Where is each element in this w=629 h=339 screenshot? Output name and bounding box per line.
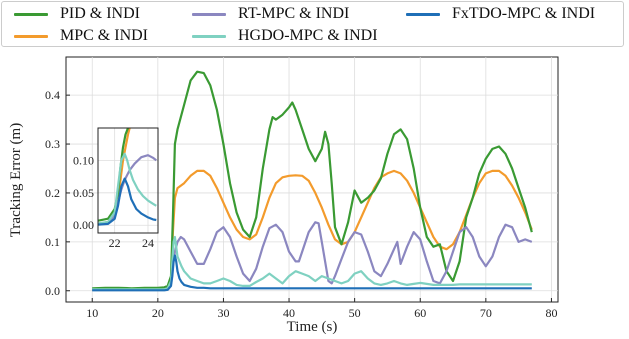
plot-frame bbox=[65, 56, 559, 303]
series-line-2 bbox=[92, 221, 533, 291]
inset-frame bbox=[97, 127, 159, 234]
x-tick-label: 30 bbox=[217, 306, 229, 320]
series-line-0 bbox=[92, 70, 533, 290]
x-tick-label: 10 bbox=[86, 306, 98, 320]
inset-y-tick-label: 0.00 bbox=[73, 218, 94, 232]
legend-item: PID & INDI bbox=[14, 4, 140, 24]
inset-series-line-2 bbox=[98, 154, 157, 225]
y-tick-label: 0.4 bbox=[45, 88, 60, 102]
legend-item: RT-MPC & INDI bbox=[192, 4, 349, 24]
legend-label: RT-MPC & INDI bbox=[238, 5, 350, 22]
x-tick-label: 40 bbox=[283, 306, 295, 320]
legend-item: MPC & INDI bbox=[14, 26, 148, 46]
x-tick-label: 20 bbox=[152, 306, 164, 320]
legend: PID & INDI MPC & INDI RT-MPC & INDI HGDO… bbox=[1, 1, 624, 47]
x-tick-label: 60 bbox=[414, 306, 426, 320]
legend-swatch bbox=[192, 34, 226, 38]
legend-item: HGDO-MPC & INDI bbox=[192, 26, 378, 46]
legend-label: MPC & INDI bbox=[60, 27, 149, 44]
legend-item: FxTDO-MPC & INDI bbox=[406, 4, 595, 24]
x-axis-label: Time (s) bbox=[287, 319, 338, 335]
inset-y-tick-label: 0.10 bbox=[73, 153, 94, 167]
axis-ticks: 10 20 30 40 50 60 70 80 0.0 0.1 0.2 0.3 0.4 bbox=[45, 88, 557, 320]
inset-y-tick-label: 0.05 bbox=[73, 186, 94, 200]
legend-label: PID & INDI bbox=[60, 5, 140, 22]
inset-series-line-3 bbox=[98, 152, 157, 225]
y-tick-label: 0.2 bbox=[45, 186, 60, 200]
legend-label: FxTDO-MPC & INDI bbox=[452, 5, 596, 22]
x-tick-label: 80 bbox=[545, 306, 557, 320]
series-line-4 bbox=[92, 254, 532, 292]
x-tick-label: 50 bbox=[349, 306, 361, 320]
x-tick-label: 70 bbox=[480, 306, 492, 320]
series-line-3 bbox=[92, 235, 532, 291]
legend-swatch bbox=[192, 12, 226, 16]
y-tick-label: 0.3 bbox=[45, 137, 60, 151]
series-line-1 bbox=[92, 169, 533, 291]
series-lines bbox=[92, 70, 533, 292]
inset-x-tick-label: 24 bbox=[142, 236, 154, 250]
inset-zoom: 22 24 0.00 0.05 0.10 bbox=[73, 127, 159, 250]
y-axis-label: Tracking Error (m) bbox=[8, 123, 24, 237]
y-tick-label: 0.0 bbox=[45, 284, 60, 298]
legend-swatch bbox=[14, 34, 48, 38]
legend-label: HGDO-MPC & INDI bbox=[238, 27, 378, 44]
inset-x-tick-label: 22 bbox=[109, 236, 121, 250]
y-tick-label: 0.1 bbox=[45, 235, 60, 249]
legend-swatch bbox=[406, 12, 440, 16]
legend-swatch bbox=[14, 12, 48, 16]
inset-series-line-4 bbox=[98, 177, 157, 226]
